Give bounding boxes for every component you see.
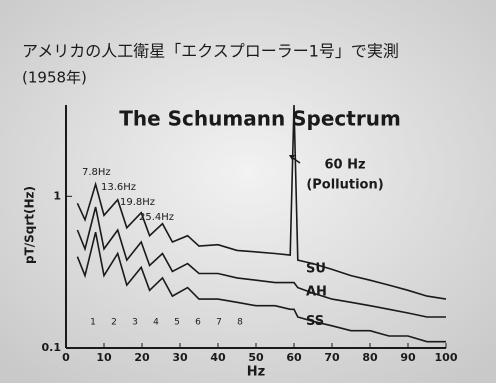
mode-label: 1 bbox=[90, 318, 96, 328]
pollution-label: (Pollution) bbox=[306, 178, 383, 193]
peak-label: 13.6Hz bbox=[101, 182, 136, 193]
mode-label: 6 bbox=[195, 318, 201, 328]
x-tick-label: 100 bbox=[435, 351, 458, 364]
pollution-label: 60 Hz bbox=[324, 158, 365, 173]
title: アメリカの人工衛星「エクスプローラー1号」で実測 bbox=[22, 42, 399, 61]
x-tick-label: 0 bbox=[62, 351, 70, 364]
subtitle: (1958年) bbox=[22, 69, 87, 87]
x-tick-label: 30 bbox=[172, 351, 188, 364]
series-label: SS bbox=[306, 314, 324, 329]
x-tick-label: 20 bbox=[134, 351, 150, 364]
mode-label: 7 bbox=[216, 318, 222, 328]
peak-label: 25.4Hz bbox=[139, 212, 174, 223]
y-tick-label: 1 bbox=[53, 189, 61, 202]
x-tick-label: 90 bbox=[400, 351, 416, 364]
x-tick-label: 50 bbox=[248, 351, 264, 364]
x-tick-label: 40 bbox=[210, 351, 226, 364]
mode-label: 4 bbox=[153, 318, 159, 328]
mode-label: 2 bbox=[111, 318, 117, 328]
chart: アメリカの人工衛星「エクスプローラー1号」で実測 (1958年) The Sch… bbox=[0, 0, 496, 383]
series-label: AH bbox=[306, 285, 327, 300]
x-tick-label: 80 bbox=[362, 351, 378, 364]
peak-label: 7.8Hz bbox=[82, 167, 111, 178]
chart-title: The Schumann Spectrum bbox=[119, 107, 401, 131]
series-label: SU bbox=[306, 262, 326, 277]
mode-label: 5 bbox=[174, 318, 180, 328]
x-tick-label: 10 bbox=[96, 351, 112, 364]
y-tick-label: 0.1 bbox=[42, 341, 62, 354]
mode-label: 8 bbox=[237, 318, 243, 328]
peak-label: 19.8Hz bbox=[120, 197, 155, 208]
x-tick-label: 70 bbox=[324, 351, 340, 364]
y-axis-label: pT/Sqrt(Hz) bbox=[23, 186, 37, 264]
x-axis-label: Hz bbox=[247, 365, 265, 380]
mode-label: 3 bbox=[132, 318, 138, 328]
x-tick-label: 60 bbox=[286, 351, 302, 364]
